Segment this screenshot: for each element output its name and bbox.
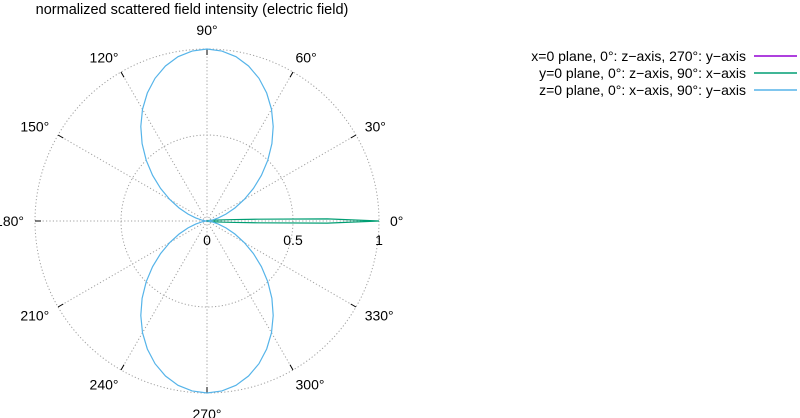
angle-tick-mark [57,303,64,308]
angle-tick-mark [57,134,64,139]
angle-tick-label: 240° [90,377,119,393]
axis-labels: 0° 30° 60° 90° 120° 150° 180° 210° 240° 270° 300° 3… [0,22,403,418]
angle-tick-mark [120,71,125,78]
angle-tick-label: 30° [365,119,386,135]
angle-tick-label: 210° [20,308,49,324]
angle-tick-label: 60° [296,49,317,65]
angle-tick-label: 270° [193,406,222,418]
curves [140,48,380,394]
radial-tick-label: 1 [375,232,383,248]
angle-tick-label: 0° [390,213,403,229]
angular-grid-spoke [120,220,208,371]
radial-tick-label: 0 [203,232,211,248]
angle-tick-label: 180° [0,213,24,229]
angular-grid-spoke [206,220,357,308]
angle-tick-label: 150° [20,119,49,135]
angle-tick-label: 120° [90,49,119,65]
angular-grid-spoke [120,71,208,222]
angular-grid-spoke [57,134,208,222]
angle-tick-mark [350,303,357,308]
angular-grid-spoke [57,220,208,308]
chart-title: normalized scattered field intensity (el… [36,2,349,18]
series-line-2 [140,48,274,394]
angle-tick-mark [350,134,357,139]
legend-label: x=0 plane, 0°: z−axis, 270°: y−axis [531,48,746,64]
angle-tick-label: 330° [365,308,394,324]
legend-label: y=0 plane, 0°: z−axis, 90°: x−axis [539,65,746,81]
radial-tick-label: 0.5 [283,232,303,248]
angular-grid-spoke [206,134,357,222]
angle-tick-mark [289,71,294,78]
angular-grid-spoke [206,220,294,371]
angle-tick-mark [120,364,125,371]
legend-label: z=0 plane, 0°: x−axis, 90°: y−axis [539,82,746,98]
angle-tick-mark [289,364,294,371]
angular-grid-spoke [206,71,294,222]
angle-tick-label: 90° [196,22,217,38]
angle-tick-label: 300° [296,377,325,393]
